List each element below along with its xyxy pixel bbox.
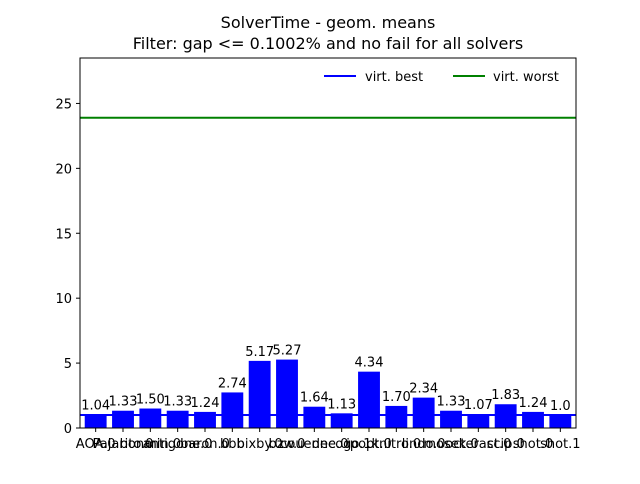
- data-label-bixby-0: 5.17: [245, 345, 274, 360]
- data-label-scip-0: 1.83: [491, 388, 520, 403]
- x-tick-label-bonmin-0: bonmin.0: [120, 437, 181, 452]
- x-tick-label-shot-0: shot.0: [513, 437, 553, 452]
- data-label-shot-1: 1.0: [550, 399, 571, 414]
- data-label-decogo-1: 1.13: [327, 397, 356, 412]
- y-tick-label-5: 5: [64, 357, 72, 372]
- x-tick-label-bixby-0: bixby.0: [237, 437, 283, 452]
- data-label-antigone-0: 1.33: [163, 395, 192, 410]
- x-tick-label-antigone-0: antigone.0: [143, 437, 213, 452]
- bar-shot-1: [549, 415, 572, 428]
- bar-mosek-0: [440, 410, 462, 428]
- bar-bzw-0: [276, 359, 298, 428]
- x-tick-label-bbb: bbb: [220, 437, 245, 452]
- x-tick-label-knitro-0: knitro.0: [371, 437, 421, 452]
- data-label-knitro-0: 1.70: [382, 390, 411, 405]
- data-label-bzw-0: 5.27: [273, 344, 302, 359]
- bar-scip-0: [494, 404, 517, 428]
- x-tick-label-bzw-0: bzw.0: [269, 437, 306, 452]
- legend-label-virt-best: virt. best: [365, 70, 423, 85]
- data-label-octeract-0: 1.07: [464, 398, 493, 413]
- bar-pajarito-0: [112, 410, 134, 428]
- bar-lindo-0: [412, 397, 435, 428]
- x-tick-label-aoa-0: AOA.0: [76, 437, 116, 452]
- x-tick-label-decogo-1: decogo.1: [312, 437, 372, 452]
- plot-area-frame: [79, 57, 577, 429]
- y-tick-label-10: 10: [55, 292, 72, 307]
- data-label-couenne-0: 1.64: [300, 391, 329, 406]
- data-label-mosek-0: 1.33: [437, 395, 466, 410]
- bar-decogo-1: [330, 413, 353, 428]
- chart-subtitle: Filter: gap <= 0.1002% and no fail for a…: [133, 34, 523, 53]
- x-tick-label-scip-0: scip.0: [487, 437, 525, 452]
- data-label-baron-0: 1.24: [191, 396, 220, 411]
- y-tick-label-20: 20: [55, 162, 72, 177]
- x-tick-label-mosek-0: mosek.0: [423, 437, 478, 452]
- legend-label-virt-worst: virt. worst: [493, 70, 559, 85]
- bar-antigone-0: [166, 410, 189, 428]
- x-tick-label-ipopt-0: ipopt.0: [346, 437, 392, 452]
- bar-couenne-0: [303, 406, 326, 428]
- data-label-aoa-0: 1.04: [81, 399, 110, 414]
- bar-bonmin-0: [139, 408, 162, 428]
- data-label-bonmin-0: 1.50: [136, 393, 165, 408]
- bar-octeract-0: [467, 414, 490, 428]
- y-tick-label-0: 0: [64, 422, 72, 437]
- bar-ipopt-0: [358, 371, 380, 428]
- bar-bbb: [221, 392, 244, 428]
- x-tick-label-couenne-0: couenne.0: [280, 437, 348, 452]
- legend: virt. best virt. worst: [324, 70, 559, 85]
- data-label-pajarito-0: 1.33: [109, 395, 138, 410]
- bar-knitro-0: [385, 405, 408, 428]
- x-tick-label-lindo-0: lindo.0: [402, 437, 446, 452]
- y-tick-label-15: 15: [55, 227, 72, 242]
- x-tick-label-pajarito-0: Pajarito.0: [93, 437, 154, 452]
- data-label-shot-0: 1.24: [519, 396, 548, 411]
- bar-bixby-0: [248, 360, 271, 428]
- bar-aoa-0: [84, 414, 107, 428]
- data-label-bbb: 2.74: [218, 376, 247, 391]
- x-tick-label-shot-1: shot.1: [540, 437, 580, 452]
- y-tick-label-25: 25: [55, 97, 72, 112]
- chart-title: SolverTime - geom. means: [221, 13, 436, 32]
- x-tick-label-baron-0: baron.0: [180, 437, 230, 452]
- data-label-lindo-0: 2.34: [409, 382, 438, 397]
- data-label-ipopt-0: 4.34: [355, 356, 384, 371]
- x-tick-label-octeract-0: octeract.0: [445, 437, 511, 452]
